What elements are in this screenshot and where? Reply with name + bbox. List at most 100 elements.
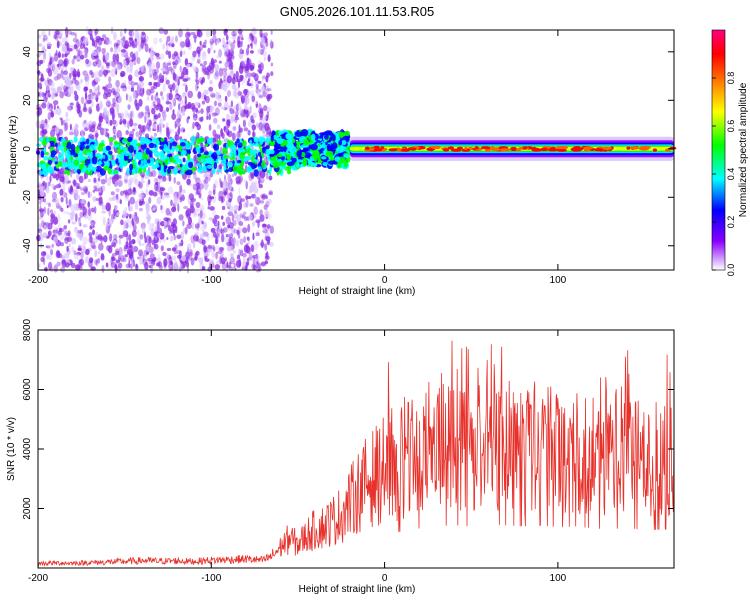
spectrogram-noise-cell <box>242 211 247 215</box>
spectrogram-noise-cell <box>128 205 133 212</box>
spectrogram-noise-cell <box>179 242 184 247</box>
spectrogram-band-cell <box>45 138 50 143</box>
spectrogram-noise-cell <box>203 231 209 237</box>
spectrogram-noise-cell <box>46 42 52 46</box>
spectrogram-noise-cell <box>57 230 62 236</box>
spectrogram-noise-cell <box>121 87 127 92</box>
spectrogram-noise-cell <box>128 213 132 219</box>
spectrogram-band-cell <box>137 168 143 174</box>
spectrogram-noise-cell <box>76 194 81 200</box>
spectrogram-noise-cell <box>192 240 196 249</box>
snr-y-axis-label: SNR (10 * v/v) <box>6 417 17 481</box>
spectrogram-noise-cell <box>39 213 42 218</box>
spectrogram-peak-cell <box>490 147 501 152</box>
spectrogram-noise-cell <box>171 255 177 261</box>
spectrogram-noise-cell <box>146 96 150 101</box>
snr-axes: -200 -100 0 100 2000 4000 6000 8000 <box>22 318 674 584</box>
spectrogram-noise-cell <box>77 50 83 56</box>
spectrogram-noise-cell <box>105 262 109 268</box>
spectrogram-noise-cell <box>218 164 221 170</box>
spectrogram-noise-cell <box>42 222 48 230</box>
spectrogram-noise-cell <box>241 37 244 41</box>
spectrogram-noise-cell <box>103 73 107 78</box>
spectrogram-noise-cell <box>194 37 197 43</box>
spectrogram-noise-cell <box>264 210 270 218</box>
spectrogram-noise-cell <box>157 175 163 179</box>
spectrogram-noise-cell <box>67 105 73 111</box>
spectrogram-noise-cell <box>47 83 51 92</box>
spectrogram-band-cell <box>296 150 302 158</box>
spectrogram-noise-cell <box>150 86 155 90</box>
spectrogram-noise-cell <box>267 106 272 113</box>
spectrogram-noise-cell <box>171 43 175 48</box>
spectrogram-noise-cell <box>130 80 135 90</box>
spectrogram-band-cell <box>92 166 97 170</box>
spectrogram-noise-cell <box>182 220 185 227</box>
spectrogram-noise-cell <box>263 204 268 211</box>
spectrogram-noise-cell <box>206 115 209 120</box>
spectrogram-noise-cell <box>102 54 106 64</box>
spectrogram-noise-cell <box>120 70 126 77</box>
spectrogram-noise-cell <box>82 48 89 57</box>
spectrogram-noise-cell <box>76 101 80 109</box>
spectrogram-noise-cell <box>124 51 128 56</box>
spectrogram-noise-cell <box>116 60 120 64</box>
spectrogram-noise-cell <box>111 119 117 125</box>
spectrogram-noise-cell <box>92 196 97 202</box>
spectrogram-noise-cell <box>50 127 55 131</box>
spectrogram-noise-cell <box>129 96 133 102</box>
spectrogram-noise-cell <box>253 73 259 82</box>
spectrogram-noise-cell <box>196 85 199 89</box>
spectrogram-noise-cell <box>154 231 158 236</box>
spectrogram-peak-cell <box>626 146 631 150</box>
spectrogram-noise-cell <box>45 201 51 206</box>
spectrogram-noise-cell <box>116 172 120 181</box>
spectrogram-band-cell <box>89 139 97 143</box>
spectrogram-noise-cell <box>134 69 140 78</box>
spectrogram-noise-cell <box>101 204 106 211</box>
spectrogram-noise-cell <box>217 250 223 255</box>
spectrogram-noise-cell <box>144 237 147 244</box>
spectrogram-noise-cell <box>157 180 161 186</box>
spectrogram-noise-cell <box>117 262 123 269</box>
spectrogram-noise-cell <box>255 219 261 224</box>
y-tick-label: 6000 <box>22 378 33 401</box>
spectrogram-noise-cell <box>153 37 158 45</box>
spectrogram-band-cell <box>122 137 128 142</box>
spectrogram-noise-cell <box>178 28 183 38</box>
spectrogram-noise-cell <box>195 110 201 114</box>
spectrogram-noise-cell <box>130 110 135 119</box>
spectrogram-noise-cell <box>123 120 127 125</box>
spectrogram-noise-cell <box>243 202 247 208</box>
spectrogram-band-cell <box>336 146 344 154</box>
spectrogram-noise-cell <box>174 120 177 129</box>
spectrogram-noise-cell <box>136 56 141 65</box>
spectrogram-band-cell <box>73 136 78 143</box>
spectrogram-band-cell <box>142 152 149 161</box>
spectrogram-band-cell <box>124 152 130 157</box>
spectrogram-noise-cell <box>79 211 84 218</box>
spectrogram-noise-cell <box>259 107 264 114</box>
spectrogram-noise-cell <box>230 100 234 108</box>
spectrogram-noise-cell <box>142 126 145 135</box>
spectrogram-band-cell <box>96 161 103 165</box>
spectrogram-noise-cell <box>184 58 189 67</box>
spectrogram-noise-cell <box>59 188 64 196</box>
spectrogram-noise-cell <box>96 125 102 131</box>
spectrogram-noise-cell <box>166 129 170 138</box>
spectrogram-noise-cell <box>249 50 254 54</box>
spectrogram-noise-cell <box>242 214 246 219</box>
spectrogram-noise-cell <box>148 81 153 86</box>
spectrogram-noise-cell <box>117 179 123 187</box>
spectrogram-noise-cell <box>127 43 132 48</box>
spectrogram-noise-cell <box>238 175 243 183</box>
spectrogram-band-cell <box>181 164 187 171</box>
spectrogram-noise-cell <box>166 208 170 216</box>
spectrogram-noise-cell <box>157 254 161 262</box>
spectrogram-noise-cell <box>184 104 191 109</box>
spectrogram-noise-cell <box>196 123 201 131</box>
spectrogram-band-cell <box>276 153 284 158</box>
spectrogram-noise-cell <box>43 222 49 226</box>
spectrogram-noise-cell <box>160 195 166 200</box>
spectrogram-noise-cell <box>112 90 117 96</box>
